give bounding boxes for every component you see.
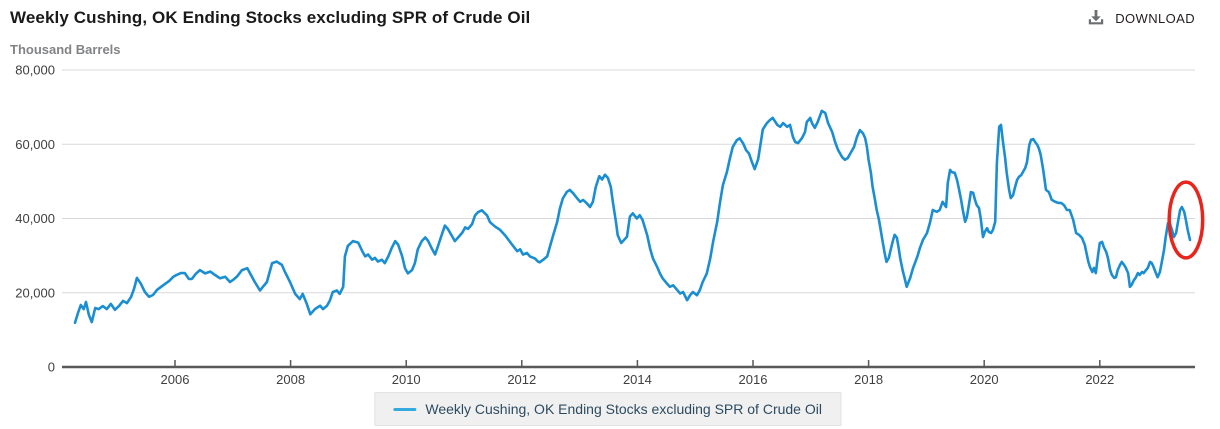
- highlight-ellipse-annotation: [1167, 180, 1205, 260]
- legend-label: Weekly Cushing, OK Ending Stocks excludi…: [425, 401, 822, 417]
- y-tick-label: 60,000: [15, 137, 55, 152]
- x-tick-label: 2022: [1085, 372, 1114, 387]
- page-title: Weekly Cushing, OK Ending Stocks excludi…: [10, 8, 531, 27]
- x-tick-label: 2012: [507, 372, 536, 387]
- x-tick-label: 2018: [854, 372, 883, 387]
- y-tick-label: 80,000: [15, 63, 55, 78]
- legend-item[interactable]: Weekly Cushing, OK Ending Stocks excludi…: [393, 401, 822, 417]
- x-tick-label: 2010: [392, 372, 421, 387]
- series-line: [73, 109, 1192, 325]
- y-axis-units-label: Thousand Barrels: [10, 42, 121, 57]
- legend-line-swatch: [393, 407, 417, 411]
- download-button[interactable]: DOWNLOAD: [1086, 8, 1195, 29]
- y-tick-label: 0: [48, 360, 55, 375]
- x-tick-label: 2014: [623, 372, 652, 387]
- x-tick-label: 2006: [161, 372, 190, 387]
- x-tick-label: 2020: [970, 372, 999, 387]
- x-tick-label: 2016: [739, 372, 768, 387]
- download-icon: [1086, 10, 1106, 27]
- x-tick-label: 2008: [276, 372, 305, 387]
- download-button-label: DOWNLOAD: [1115, 11, 1195, 26]
- y-tick-label: 20,000: [15, 285, 55, 300]
- chart-legend: Weekly Cushing, OK Ending Stocks excludi…: [374, 392, 841, 426]
- y-tick-label: 40,000: [15, 211, 55, 226]
